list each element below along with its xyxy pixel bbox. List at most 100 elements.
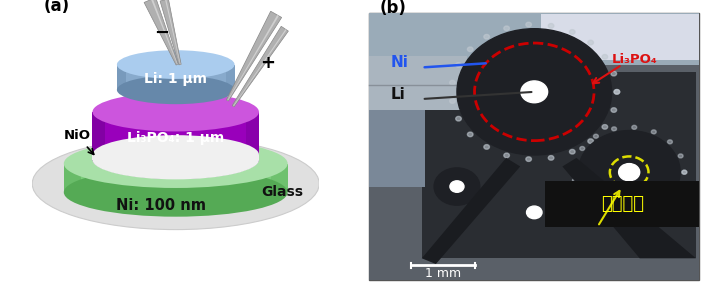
- Circle shape: [457, 29, 611, 155]
- Text: (a): (a): [44, 0, 70, 15]
- FancyBboxPatch shape: [92, 112, 105, 159]
- Circle shape: [611, 108, 616, 112]
- Polygon shape: [562, 158, 696, 258]
- Circle shape: [449, 80, 455, 85]
- Ellipse shape: [117, 75, 234, 104]
- Text: Li: 1 μm: Li: 1 μm: [144, 72, 207, 86]
- Circle shape: [467, 132, 473, 137]
- Text: +: +: [260, 54, 275, 72]
- Circle shape: [611, 127, 616, 131]
- Circle shape: [667, 140, 672, 144]
- FancyBboxPatch shape: [271, 164, 288, 192]
- FancyBboxPatch shape: [369, 56, 467, 110]
- Text: Ni: 100 nm: Ni: 100 nm: [116, 198, 207, 213]
- FancyBboxPatch shape: [92, 155, 259, 160]
- Circle shape: [526, 157, 532, 161]
- Circle shape: [602, 55, 608, 59]
- Circle shape: [618, 164, 640, 181]
- Circle shape: [572, 179, 577, 183]
- FancyBboxPatch shape: [92, 112, 259, 159]
- Text: Li: Li: [391, 87, 405, 102]
- Circle shape: [678, 154, 683, 158]
- Ellipse shape: [32, 138, 320, 230]
- FancyBboxPatch shape: [117, 65, 126, 90]
- Circle shape: [527, 206, 542, 219]
- Circle shape: [632, 215, 637, 219]
- Polygon shape: [422, 158, 520, 264]
- Text: 1 mm: 1 mm: [425, 267, 461, 280]
- Ellipse shape: [117, 50, 234, 79]
- Circle shape: [594, 134, 599, 138]
- Circle shape: [526, 22, 532, 27]
- Circle shape: [569, 150, 575, 154]
- FancyBboxPatch shape: [422, 72, 696, 258]
- Text: −: −: [154, 24, 169, 42]
- Polygon shape: [233, 29, 287, 106]
- Circle shape: [614, 90, 620, 94]
- Polygon shape: [226, 11, 282, 101]
- Circle shape: [682, 170, 687, 174]
- Circle shape: [580, 194, 585, 198]
- Circle shape: [449, 99, 455, 103]
- FancyBboxPatch shape: [64, 164, 80, 192]
- Circle shape: [588, 40, 594, 45]
- FancyBboxPatch shape: [369, 13, 699, 280]
- FancyBboxPatch shape: [545, 181, 699, 227]
- Polygon shape: [232, 26, 288, 107]
- Circle shape: [667, 201, 672, 205]
- Circle shape: [504, 153, 510, 158]
- Polygon shape: [160, 0, 181, 65]
- FancyBboxPatch shape: [64, 164, 288, 192]
- Ellipse shape: [64, 168, 288, 217]
- Text: (b): (b): [380, 0, 407, 17]
- Ellipse shape: [92, 135, 259, 174]
- Text: Ni: Ni: [391, 55, 408, 70]
- Ellipse shape: [92, 140, 259, 179]
- Text: NiO: NiO: [64, 129, 94, 154]
- FancyBboxPatch shape: [369, 95, 425, 187]
- Circle shape: [611, 71, 616, 76]
- Circle shape: [578, 131, 680, 214]
- Circle shape: [651, 130, 656, 134]
- Circle shape: [678, 187, 683, 191]
- Circle shape: [450, 181, 464, 192]
- Ellipse shape: [64, 139, 288, 188]
- FancyBboxPatch shape: [541, 14, 699, 60]
- Circle shape: [484, 34, 489, 39]
- Circle shape: [504, 26, 510, 31]
- Circle shape: [651, 211, 656, 215]
- Circle shape: [682, 170, 687, 174]
- Polygon shape: [144, 0, 178, 65]
- Circle shape: [632, 125, 637, 129]
- Circle shape: [611, 214, 616, 218]
- Circle shape: [484, 145, 489, 149]
- Circle shape: [572, 162, 577, 166]
- Ellipse shape: [92, 92, 259, 131]
- Circle shape: [594, 206, 599, 210]
- Circle shape: [548, 156, 554, 160]
- Text: 動作領域: 動作領域: [601, 195, 644, 213]
- Ellipse shape: [92, 140, 259, 179]
- Circle shape: [456, 63, 462, 67]
- Circle shape: [521, 81, 547, 103]
- Polygon shape: [165, 0, 180, 65]
- FancyBboxPatch shape: [369, 65, 699, 280]
- Text: Li₃PO₄: Li₃PO₄: [611, 53, 657, 66]
- Circle shape: [548, 24, 554, 28]
- Circle shape: [588, 139, 594, 144]
- Circle shape: [456, 117, 462, 121]
- Circle shape: [602, 125, 608, 129]
- FancyBboxPatch shape: [369, 13, 699, 65]
- Circle shape: [580, 146, 585, 150]
- Text: Glass: Glass: [261, 185, 303, 199]
- Circle shape: [434, 168, 480, 205]
- Text: Li₃PO₄: 1 μm: Li₃PO₄: 1 μm: [127, 131, 224, 145]
- FancyBboxPatch shape: [246, 112, 259, 159]
- Circle shape: [467, 47, 473, 52]
- Polygon shape: [151, 0, 178, 65]
- FancyBboxPatch shape: [226, 65, 234, 90]
- Polygon shape: [227, 15, 279, 101]
- FancyBboxPatch shape: [117, 65, 234, 90]
- Circle shape: [614, 90, 620, 94]
- Circle shape: [569, 30, 575, 34]
